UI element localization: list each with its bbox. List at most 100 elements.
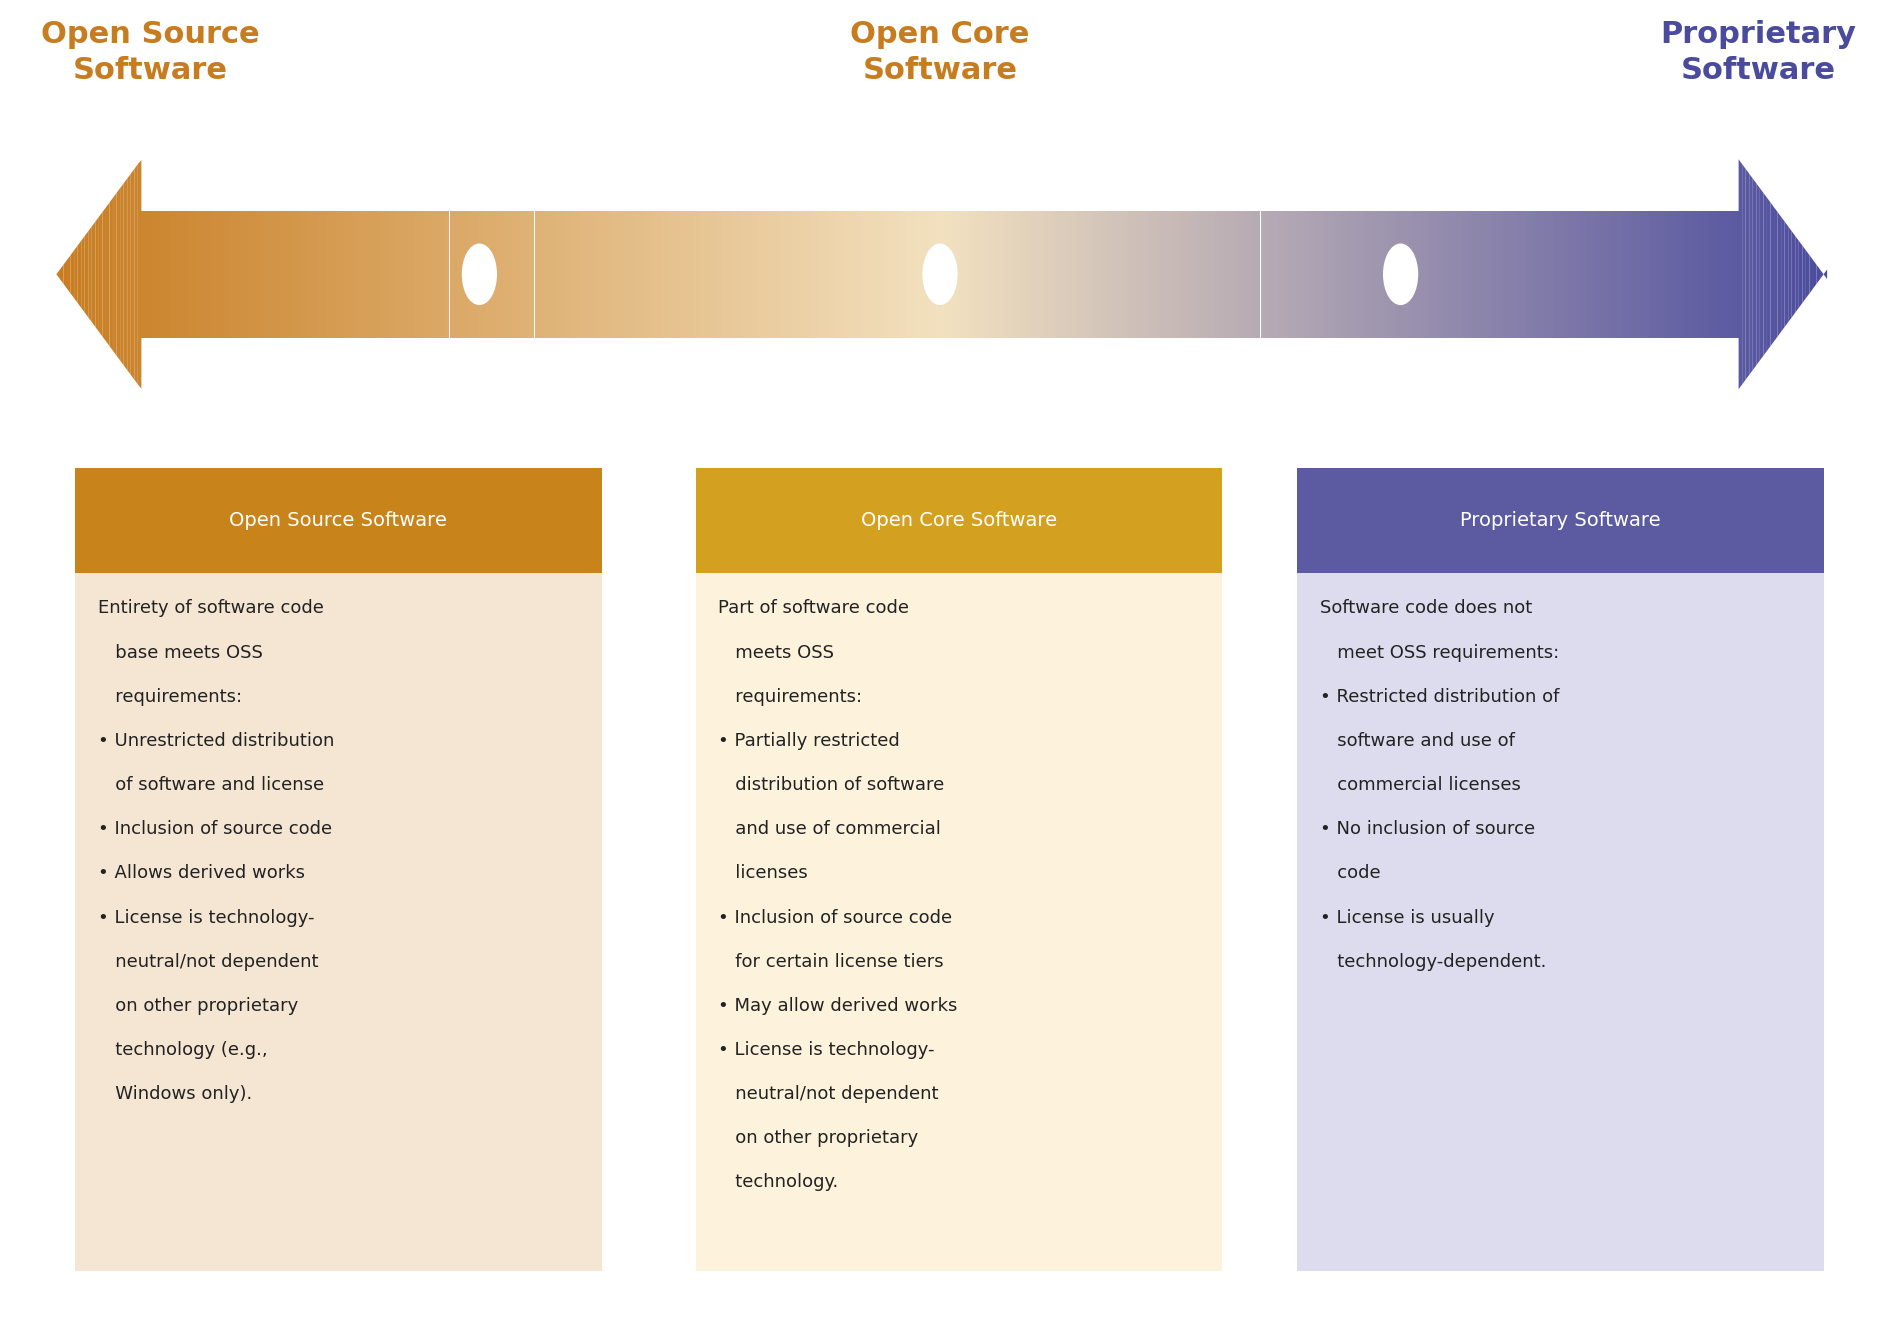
Polygon shape [874, 210, 878, 337]
Polygon shape [1748, 174, 1752, 375]
Polygon shape [1243, 210, 1246, 337]
Polygon shape [344, 210, 346, 337]
Polygon shape [1575, 210, 1579, 337]
Polygon shape [1073, 210, 1077, 337]
Polygon shape [1017, 210, 1019, 337]
Text: of software and license: of software and license [98, 776, 323, 793]
Polygon shape [677, 210, 681, 337]
Polygon shape [113, 193, 117, 356]
Polygon shape [517, 210, 521, 337]
Polygon shape [1820, 269, 1824, 280]
Polygon shape [1002, 210, 1006, 337]
Text: • Allows derived works: • Allows derived works [98, 864, 305, 882]
Polygon shape [1756, 183, 1760, 365]
Polygon shape [1211, 210, 1214, 337]
Polygon shape [1346, 210, 1350, 337]
Text: technology.: technology. [718, 1173, 838, 1191]
Polygon shape [590, 210, 594, 337]
Polygon shape [1683, 210, 1686, 337]
Polygon shape [1246, 210, 1250, 337]
Polygon shape [169, 210, 173, 337]
Polygon shape [570, 210, 573, 337]
Polygon shape [1260, 210, 1263, 337]
Polygon shape [333, 210, 337, 337]
Polygon shape [1282, 210, 1286, 337]
Polygon shape [697, 210, 701, 337]
Polygon shape [705, 210, 709, 337]
Polygon shape [1314, 210, 1318, 337]
Polygon shape [1731, 210, 1735, 337]
Polygon shape [530, 210, 534, 337]
Polygon shape [718, 210, 722, 337]
Polygon shape [1186, 210, 1190, 337]
Polygon shape [885, 210, 889, 337]
Polygon shape [946, 210, 949, 337]
Polygon shape [620, 210, 622, 337]
Polygon shape [786, 210, 790, 337]
Ellipse shape [462, 244, 496, 304]
Polygon shape [1299, 210, 1303, 337]
Polygon shape [1290, 210, 1292, 337]
Polygon shape [1615, 210, 1619, 337]
Polygon shape [258, 210, 261, 337]
Polygon shape [209, 210, 212, 337]
Polygon shape [506, 210, 509, 337]
Polygon shape [1307, 210, 1310, 337]
Polygon shape [902, 210, 906, 337]
Polygon shape [1562, 210, 1564, 337]
Polygon shape [825, 210, 829, 337]
Polygon shape [446, 210, 449, 337]
Polygon shape [978, 210, 981, 337]
Polygon shape [276, 210, 280, 337]
Text: commercial licenses: commercial licenses [1320, 776, 1521, 793]
Polygon shape [1675, 210, 1679, 337]
Polygon shape [1179, 210, 1183, 337]
Polygon shape [1115, 210, 1119, 337]
Polygon shape [1459, 210, 1463, 337]
Polygon shape [1122, 210, 1126, 337]
Polygon shape [429, 210, 432, 337]
Polygon shape [963, 210, 966, 337]
Polygon shape [1607, 210, 1611, 337]
Polygon shape [417, 210, 421, 337]
Polygon shape [164, 210, 165, 337]
Text: on other proprietary: on other proprietary [98, 997, 299, 1014]
Polygon shape [286, 210, 290, 337]
Polygon shape [649, 210, 650, 337]
Polygon shape [842, 210, 846, 337]
Polygon shape [1647, 210, 1651, 337]
FancyBboxPatch shape [696, 468, 1222, 573]
Polygon shape [1171, 210, 1175, 337]
Polygon shape [822, 210, 825, 337]
Polygon shape [921, 210, 925, 337]
Polygon shape [673, 210, 677, 337]
Polygon shape [1807, 250, 1809, 298]
Polygon shape [1590, 210, 1594, 337]
Polygon shape [382, 210, 385, 337]
Polygon shape [233, 210, 237, 337]
Polygon shape [1322, 210, 1324, 337]
Polygon shape [1387, 210, 1391, 337]
Text: code: code [1320, 864, 1380, 882]
Polygon shape [1371, 210, 1374, 337]
Polygon shape [1077, 210, 1079, 337]
Polygon shape [316, 210, 318, 337]
Polygon shape [854, 210, 857, 337]
Polygon shape [1286, 210, 1290, 337]
Polygon shape [545, 210, 549, 337]
Polygon shape [194, 210, 197, 337]
Polygon shape [807, 210, 810, 337]
Polygon shape [1664, 210, 1668, 337]
Polygon shape [1292, 210, 1295, 337]
Polygon shape [1700, 210, 1703, 337]
Polygon shape [1166, 210, 1167, 337]
Polygon shape [1062, 210, 1066, 337]
Polygon shape [1611, 210, 1615, 337]
Polygon shape [726, 210, 729, 337]
Polygon shape [1668, 210, 1671, 337]
Polygon shape [1536, 210, 1540, 337]
Polygon shape [1474, 210, 1476, 337]
Polygon shape [397, 210, 400, 337]
Polygon shape [733, 210, 737, 337]
Polygon shape [666, 210, 669, 337]
